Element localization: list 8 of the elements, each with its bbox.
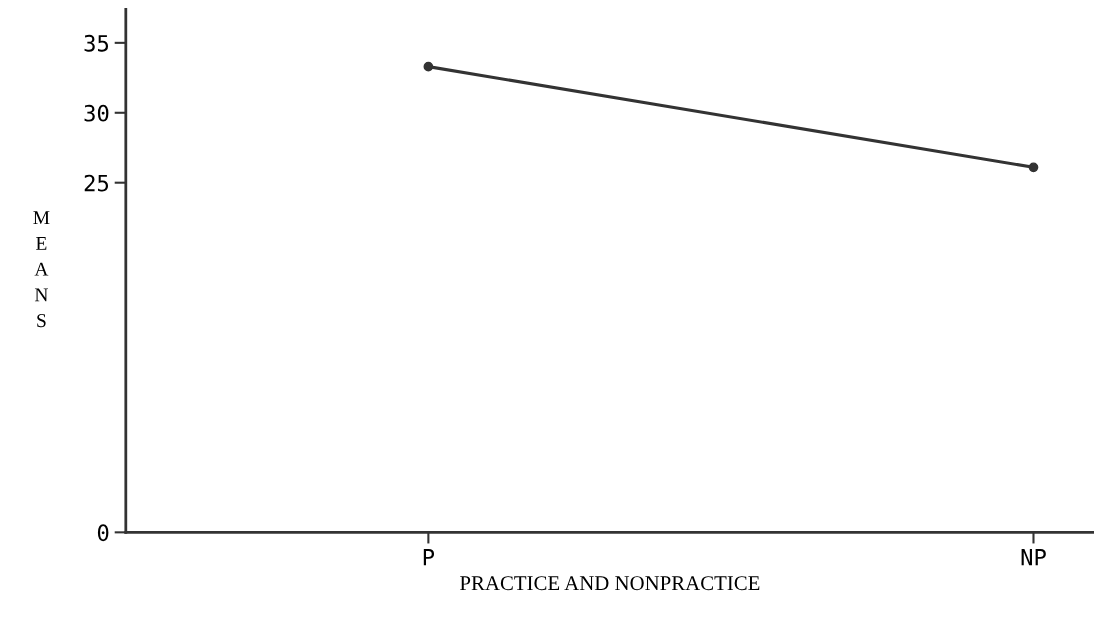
y-axis-title: MEANS <box>33 211 50 328</box>
x-tick-label: P <box>423 549 435 566</box>
y-tick-label: 30 <box>84 104 109 122</box>
x-tick-label: NP <box>1021 549 1046 566</box>
y-tick-label: 35 <box>84 34 109 52</box>
y-tick-label: 25 <box>84 174 109 192</box>
y-tick-label: 0 <box>97 524 109 542</box>
x-axis-title: PRACTICE AND NONPRACTICE <box>460 576 760 591</box>
